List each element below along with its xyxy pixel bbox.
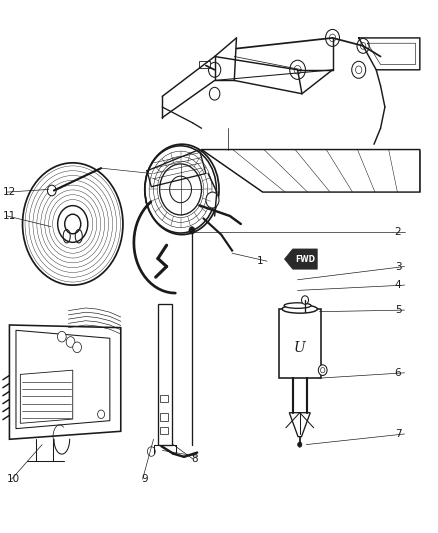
Text: 2: 2 bbox=[395, 227, 401, 237]
Text: 8: 8 bbox=[192, 454, 198, 464]
Circle shape bbox=[66, 337, 75, 348]
Circle shape bbox=[65, 214, 81, 234]
Text: 3: 3 bbox=[395, 262, 401, 271]
Text: U: U bbox=[294, 341, 306, 355]
Polygon shape bbox=[279, 309, 321, 378]
Circle shape bbox=[58, 206, 88, 243]
Text: 1: 1 bbox=[257, 256, 264, 266]
Circle shape bbox=[208, 62, 221, 77]
Ellipse shape bbox=[282, 305, 318, 313]
Circle shape bbox=[297, 442, 302, 447]
Text: 4: 4 bbox=[395, 280, 401, 290]
Circle shape bbox=[357, 38, 369, 53]
Circle shape bbox=[73, 342, 81, 353]
Text: 12: 12 bbox=[3, 187, 16, 197]
Bar bbox=[160, 394, 168, 402]
Text: FWD: FWD bbox=[295, 255, 315, 263]
Circle shape bbox=[301, 296, 308, 304]
Circle shape bbox=[352, 61, 366, 78]
Circle shape bbox=[209, 87, 220, 100]
Text: 5: 5 bbox=[395, 305, 401, 315]
Circle shape bbox=[57, 332, 66, 342]
Circle shape bbox=[47, 185, 56, 196]
Bar bbox=[199, 61, 210, 68]
Circle shape bbox=[189, 227, 195, 234]
Text: 10: 10 bbox=[7, 474, 20, 484]
Circle shape bbox=[290, 60, 305, 79]
Polygon shape bbox=[285, 249, 317, 269]
Polygon shape bbox=[289, 413, 310, 437]
Ellipse shape bbox=[284, 303, 311, 308]
Bar bbox=[160, 426, 168, 434]
Text: 11: 11 bbox=[3, 211, 16, 221]
Polygon shape bbox=[10, 325, 121, 439]
Circle shape bbox=[145, 144, 219, 235]
Circle shape bbox=[159, 164, 201, 215]
Text: 6: 6 bbox=[395, 368, 401, 378]
Circle shape bbox=[206, 192, 219, 208]
Bar bbox=[160, 413, 168, 421]
Text: 7: 7 bbox=[395, 429, 401, 439]
Circle shape bbox=[318, 365, 327, 375]
Circle shape bbox=[22, 163, 123, 285]
Text: 9: 9 bbox=[141, 474, 148, 484]
Circle shape bbox=[325, 29, 339, 46]
Polygon shape bbox=[158, 304, 172, 445]
